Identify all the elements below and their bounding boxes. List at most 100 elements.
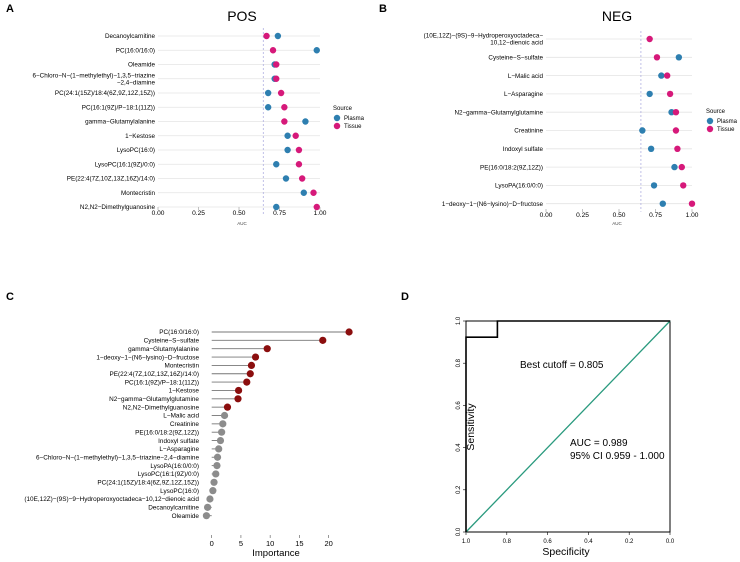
panel-a-point-plasma [300,189,307,196]
panel-c-category-label: L−Malic acid [163,413,199,420]
panel-b-category-label: Creatinine [514,128,543,135]
panel-b-legend-plasma-key [706,117,714,125]
panel-d-ci-label: 95% CI 0.959 - 1.000 [570,451,665,462]
panel-a-point-tissue [273,75,280,82]
panel-a: A POS AUC Source Plasma Tissue Decanoylc… [6,3,365,226]
panel-a-point-tissue [313,203,320,211]
panel-c-point [263,345,271,353]
panel-d-y-tick-label: 1.0 [456,316,462,325]
panel-b-tick-label: 0.00 [540,212,553,219]
panel-c-tick-label: 15 [295,539,303,548]
panel-a-tick-label: 0.75 [273,210,286,217]
panel-a-category-label: N2,N2−Dimethylguanosine [80,204,156,211]
panel-c-category-label: PC(16:1(9Z)/P−18:1(11Z)) [125,379,199,386]
panel-c-category-label: LysoPC(16:1(9Z)/0:0) [138,471,199,478]
panel-a-category-label: PC(16:1(9Z)/P−18:1(11Z)) [82,104,155,111]
panel-d-x-tick-label: 0.8 [503,539,512,545]
panel-b-category-label: Cysteine−S−sulfate [488,55,543,62]
panel-b-point-plasma [646,90,653,98]
panel-b-point-plasma [658,72,665,79]
panel-b: B NEG AUC Source Plasma Tissue (10E,12Z)… [379,3,738,226]
panel-b-legend-tissue: Tissue [717,127,735,133]
panel-c-category-label: Cysteine−S−sulfate [144,338,200,345]
panel-c-category-label: 1−deoxy−1−(N6−lysino)−D−fructose [96,354,199,361]
panel-b-tick-label: 0.50 [613,212,626,219]
panel-b-point-tissue [678,163,685,171]
panel-d: D Specificity Sensitivity Best cutoff = … [401,291,675,558]
panel-a-category-label: LysoPC(16:1(9Z)/0:0) [95,161,155,168]
panel-b-point-tissue [688,200,696,207]
panel-a-point-plasma [284,132,291,139]
panel-d-ylabel: Sensitivity [465,403,477,451]
panel-c-category-label: Indoxyl sulfate [158,438,199,445]
panel-c-point [220,411,229,420]
panel-b-category-label: PE(16:0/18:2(9Z,12Z)) [480,164,543,171]
panel-a-point-plasma [273,203,280,211]
panel-a-legend-tissue: Tissue [344,124,362,130]
panel-c-category-label: PC(24:1(15Z)/18:4(6Z,9Z,12Z,15Z)) [97,480,199,487]
panel-d-x-tick-label: 0.0 [666,539,675,545]
panel-a-point-plasma [264,104,272,111]
panel-a-point-tissue [281,118,288,125]
panel-c-category-label: N2−gamma−Glutamylglutamine [109,396,199,403]
panel-a-category-label: −2,4−diamine [117,79,156,86]
panel-d-x-tick-label: 0.2 [625,539,634,545]
panel-c-category-label: Oleamide [172,513,200,520]
panel-b-category-label: 10,12−dienoic acid [490,40,543,47]
panel-c-point [345,328,353,336]
panel-b-point-tissue [653,54,661,61]
panel-a-point-tissue [277,89,285,97]
panel-a-point-plasma [264,89,272,97]
panel-a-point-plasma [284,146,291,154]
panel-c-category-label: Decanoylcarnitine [148,505,199,512]
panel-d-reference-line [465,320,671,533]
panel-c-point [215,445,223,453]
panel-a-legend-title: Source [333,106,353,112]
panel-b-point-plasma [675,54,683,61]
panel-a-title: POS [227,8,257,24]
panel-c-point [213,453,222,461]
panel-b-tick-label: 0.25 [576,212,589,219]
panel-c-tick-label: 5 [239,539,243,548]
panel-d-x-tick-label: 1.0 [462,539,471,545]
panel-b-point-tissue [646,35,653,43]
panel-a-point-tissue [295,146,303,154]
panel-c-point [218,428,226,436]
panel-a-category-label: Decanoylcarnitine [105,33,156,40]
panel-b-category-label: L−Malic acid [508,73,544,80]
panel-b-point-tissue [672,127,680,134]
panel-b-xlabel: AUC [612,221,622,226]
panel-c-category-label: (10E,12Z)−(9S)−9−Hydroperoxyoctadeca−10,… [24,496,199,503]
panel-a-category-label: PC(16:0/16:0) [116,47,155,54]
panel-a-xlabel: AUC [237,221,247,226]
panel-b-point-plasma [647,145,655,152]
panel-c-point [234,395,242,403]
panel-a-point-tissue [310,189,317,196]
panel-c-category-label: 1−Kestose [169,388,200,395]
panel-b-point-tissue [666,90,674,98]
panel-c-tick-label: 20 [324,539,332,548]
panel-c-xlabel: Importance [252,548,300,559]
panel-b-category-label: 1−deoxy−1−(N6−lysino)−D−fructose [442,201,544,208]
panel-c-point [234,386,243,395]
panel-c-point [219,420,227,428]
panel-c-category-label: PE(22:4(7Z,10Z,13Z,16Z)/14:0) [109,371,199,378]
panel-b-point-tissue [663,72,671,79]
panel-a-tick-label: 1.00 [314,210,327,217]
panel-c-point [206,495,214,503]
panel-c-category-label: L−Asparagine [159,446,199,453]
panel-a-legend-tissue-key [333,122,341,130]
panel-a-point-tissue [298,175,306,182]
panel-a-category-label: Oleamide [128,62,155,69]
panel-a-category-label: gamma−Glutamylalanine [85,119,155,126]
panel-c-point [202,512,211,520]
panel-b-point-plasma [639,127,646,134]
panel-a-category-label: LysoPC(16:0) [117,147,155,154]
panel-b-letter: B [379,3,387,15]
panel-c-point [216,436,225,445]
panel-a-point-tissue [263,32,270,40]
panel-b-point-tissue [680,182,687,189]
panel-c-point [212,470,220,478]
panel-d-x-tick-label: 0.6 [543,539,552,545]
